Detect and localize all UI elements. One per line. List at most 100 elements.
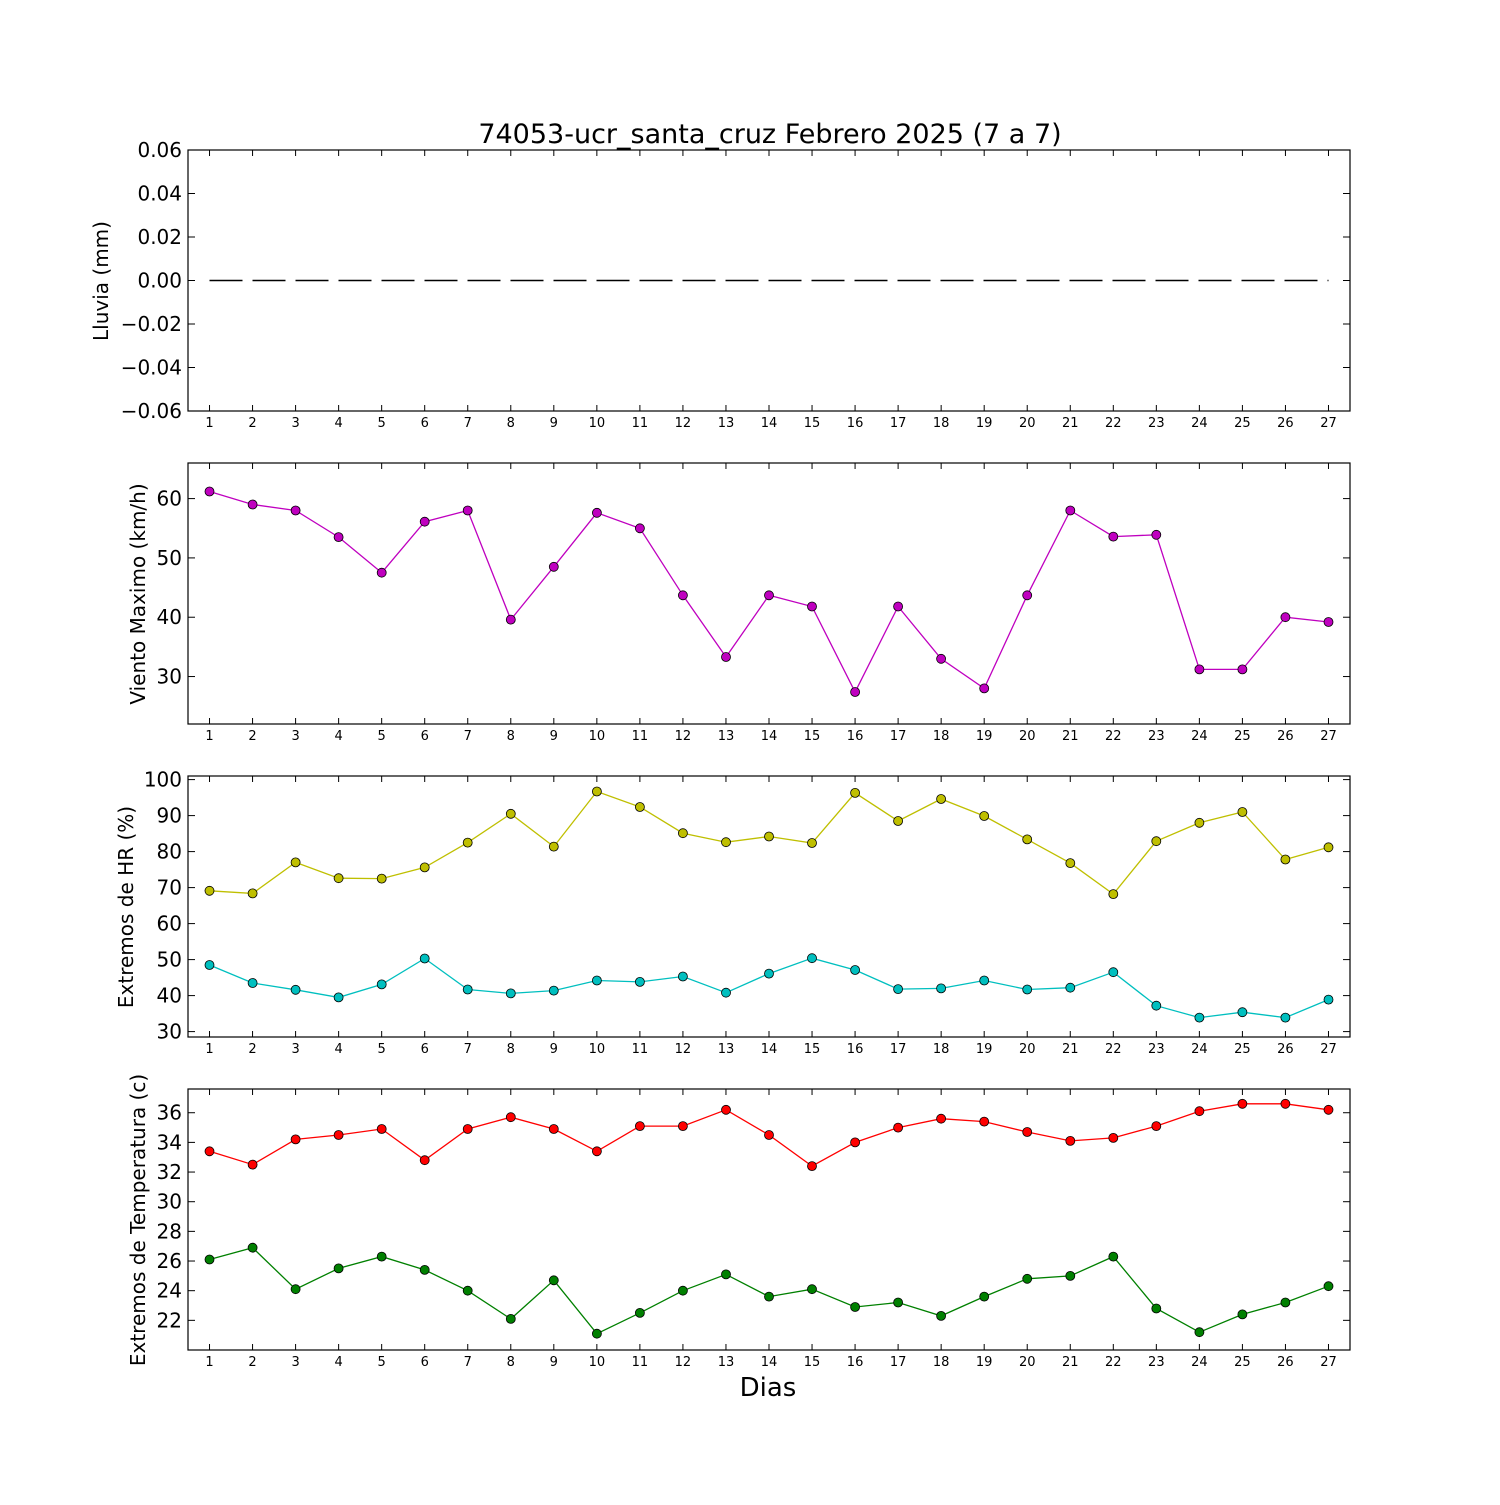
y-tick-label: 0.04	[137, 182, 182, 206]
data-point	[850, 687, 860, 697]
data-point	[592, 975, 602, 986]
x-tick-label: 14	[761, 729, 778, 744]
y-tick-label: 80	[157, 840, 182, 864]
x-tick-label: 10	[589, 416, 606, 431]
data-point	[893, 601, 903, 612]
data-point	[721, 837, 731, 848]
x-tick-label: 20	[1019, 1355, 1036, 1370]
data-point	[247, 978, 258, 988]
data-point	[721, 1104, 731, 1115]
x-tick-label: 24	[1191, 729, 1208, 744]
y-tick-label: 30	[157, 1020, 182, 1044]
data-point	[505, 988, 516, 999]
data-point	[505, 614, 516, 625]
x-tick-label: 3	[291, 729, 299, 744]
x-tick-label: 5	[378, 1042, 386, 1057]
data-point	[592, 1146, 602, 1157]
y-tick-label: 30	[157, 1190, 182, 1214]
y-tick-label: 28	[157, 1219, 182, 1243]
x-tick-label: 12	[675, 1355, 692, 1370]
data-point	[419, 862, 430, 873]
x-tick-label: 4	[334, 416, 342, 431]
data-point	[1194, 817, 1205, 828]
data-point	[1194, 664, 1205, 675]
data-point	[419, 1265, 430, 1275]
x-tick-label: 27	[1320, 416, 1337, 431]
data-point	[1237, 1007, 1248, 1018]
x-tick-label: 27	[1320, 729, 1337, 744]
x-tick-label: 2	[248, 416, 256, 431]
y-tick-label: 70	[157, 876, 182, 900]
x-tick-label: 23	[1148, 416, 1165, 431]
data-point	[548, 1275, 559, 1286]
y-axis-label: Viento Maximo (km/h)	[126, 483, 150, 704]
data-point	[1323, 1104, 1334, 1115]
x-tick-label: 19	[976, 416, 993, 431]
data-point	[376, 1124, 387, 1134]
y-tick-label: 90	[157, 804, 182, 828]
x-tick-label: 26	[1277, 1355, 1294, 1370]
x-tick-label: 19	[976, 1042, 993, 1057]
y-tick-label: 26	[157, 1249, 182, 1273]
x-tick-label: 23	[1148, 729, 1165, 744]
data-point	[979, 1116, 990, 1127]
x-tick-label: 14	[761, 1042, 778, 1057]
data-point	[678, 971, 688, 982]
data-point	[1323, 842, 1334, 853]
x-tick-label: 16	[847, 1042, 864, 1057]
data-point	[1194, 1012, 1205, 1023]
data-point	[936, 983, 946, 994]
x-tick-label: 26	[1277, 1042, 1294, 1057]
data-point	[290, 1284, 301, 1295]
data-point	[979, 811, 990, 821]
x-tick-label: 16	[847, 729, 864, 744]
x-tick-label: 8	[507, 729, 515, 744]
x-tick-label: 9	[550, 416, 558, 431]
x-tick-label: 22	[1105, 1042, 1122, 1057]
x-tick-label: 5	[378, 729, 386, 744]
x-tick-label: 9	[550, 729, 558, 744]
x-tick-label: 11	[632, 729, 649, 744]
data-point	[376, 567, 387, 578]
data-point	[1151, 836, 1162, 847]
data-point	[807, 838, 817, 848]
y-tick-label: 0.00	[137, 269, 182, 293]
y-tick-label: 60	[157, 912, 182, 936]
data-point	[290, 505, 301, 516]
data-point	[1280, 1098, 1291, 1109]
x-tick-label: 4	[334, 1042, 342, 1057]
x-tick-label: 5	[378, 1355, 386, 1370]
x-tick-label: 14	[761, 1355, 778, 1370]
x-tick-label: 8	[507, 1355, 515, 1370]
data-point	[462, 1124, 473, 1134]
y-axis-label: Extremos de Temperatura (c)	[126, 1074, 150, 1366]
x-tick-label: 15	[804, 1355, 821, 1370]
data-point	[764, 590, 774, 601]
x-tick-label: 8	[507, 1042, 515, 1057]
data-point	[1237, 1309, 1248, 1320]
data-point	[376, 1251, 387, 1262]
data-point	[893, 1122, 903, 1133]
x-tick-label: 2	[248, 1042, 256, 1057]
y-tick-label: 0.02	[137, 225, 182, 249]
x-tick-label: 17	[890, 729, 907, 744]
data-point	[1108, 1251, 1119, 1262]
data-point	[893, 1297, 903, 1308]
x-tick-label: 23	[1148, 1355, 1165, 1370]
x-tick-label: 18	[933, 416, 950, 431]
data-point	[1151, 1000, 1162, 1011]
x-tick-label: 11	[632, 1042, 649, 1057]
x-tick-label: 3	[291, 1355, 299, 1370]
data-point	[247, 1242, 258, 1253]
data-point	[592, 786, 602, 797]
x-axis-label: Dias	[740, 1373, 797, 1403]
data-point	[1151, 529, 1162, 540]
data-point	[936, 1311, 946, 1321]
data-point	[850, 1137, 860, 1148]
x-tick-label: 11	[632, 416, 649, 431]
data-point	[462, 837, 473, 848]
data-point	[635, 802, 645, 812]
data-point	[290, 1134, 301, 1145]
